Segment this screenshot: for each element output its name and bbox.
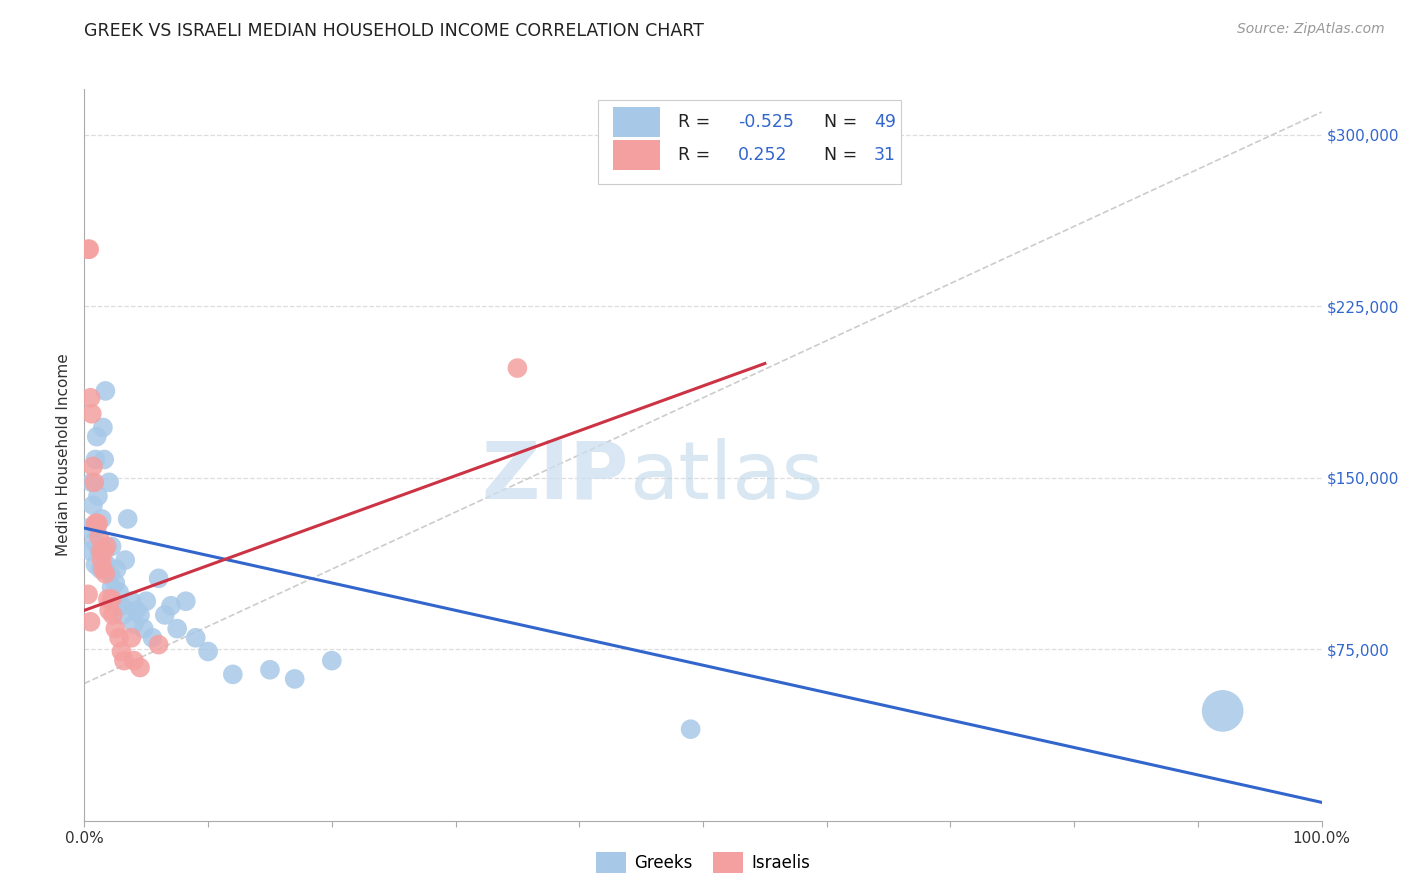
Point (93, 544, 115, 558)
Point (129, 660, 152, 674)
Point (122, 617, 145, 632)
Point (87, 489, 110, 503)
Point (104, 576, 127, 591)
Point (174, 594, 197, 608)
Point (94, 384, 117, 398)
Text: 31: 31 (873, 146, 896, 164)
Point (110, 644, 132, 658)
Point (93, 452, 115, 467)
Text: atlas: atlas (628, 438, 823, 516)
Point (79, 391, 101, 405)
Point (80, 407, 103, 421)
Point (97, 591, 120, 606)
Point (166, 622, 188, 636)
Point (96, 558, 118, 572)
Point (108, 585, 131, 599)
Point (197, 644, 219, 658)
Point (84, 558, 107, 572)
Point (129, 607, 152, 622)
Text: R =: R = (678, 113, 716, 131)
Point (1212, 704, 1234, 718)
Legend: Greeks, Israelis: Greeks, Israelis (589, 846, 817, 880)
Point (89, 544, 111, 558)
Point (141, 631, 163, 645)
Point (91, 562, 114, 576)
Point (148, 638, 170, 652)
Point (111, 607, 134, 622)
Point (79, 242, 101, 256)
Text: GREEK VS ISRAELI MEDIAN HOUSEHOLD INCOME CORRELATION CHART: GREEK VS ISRAELI MEDIAN HOUSEHOLD INCOME… (84, 22, 704, 40)
Point (122, 654, 145, 668)
FancyBboxPatch shape (613, 108, 659, 136)
Text: -0.525: -0.525 (738, 113, 793, 131)
Text: R =: R = (678, 146, 716, 164)
Point (110, 599, 132, 613)
Point (98, 566, 121, 581)
Point (84, 516, 107, 531)
Point (86, 429, 108, 443)
Point (105, 562, 128, 576)
Point (284, 672, 307, 686)
Point (87, 516, 110, 531)
Point (120, 594, 142, 608)
Point (90, 553, 112, 567)
Point (132, 622, 155, 636)
Point (96, 539, 118, 553)
Point (82, 459, 104, 474)
Point (135, 594, 157, 608)
Point (112, 654, 135, 668)
FancyBboxPatch shape (598, 100, 901, 185)
Point (94, 566, 117, 581)
Point (100, 581, 122, 595)
Point (108, 631, 131, 645)
Point (679, 723, 702, 737)
Point (89, 530, 111, 544)
Point (101, 607, 124, 622)
Point (101, 594, 124, 608)
Point (84, 452, 107, 467)
Point (117, 512, 139, 526)
Point (79, 544, 101, 558)
Text: 0.252: 0.252 (738, 146, 787, 164)
Point (82, 498, 104, 512)
Point (86, 516, 108, 531)
Point (100, 591, 122, 606)
Point (222, 667, 245, 681)
Point (114, 553, 136, 567)
Point (125, 603, 148, 617)
Point (89, 562, 111, 576)
Point (77, 242, 100, 256)
Point (83, 534, 105, 549)
Point (83, 475, 105, 490)
Point (148, 571, 170, 585)
Point (98, 475, 121, 490)
Point (86, 521, 108, 535)
Point (160, 599, 183, 613)
Point (259, 663, 281, 677)
Text: 49: 49 (873, 113, 896, 131)
Text: ZIP: ZIP (481, 438, 628, 516)
Text: N =: N = (824, 146, 863, 164)
Point (89, 544, 111, 558)
Point (77, 587, 100, 601)
Point (79, 615, 101, 629)
FancyBboxPatch shape (613, 140, 659, 169)
Point (80, 475, 103, 490)
Point (98, 603, 121, 617)
Point (120, 631, 142, 645)
Text: N =: N = (824, 113, 863, 131)
Point (91, 420, 114, 434)
Point (77, 521, 100, 535)
Point (153, 607, 176, 622)
Point (184, 631, 207, 645)
Point (104, 622, 127, 636)
Point (321, 654, 343, 668)
Point (100, 539, 122, 553)
Point (90, 512, 112, 526)
Text: Source: ZipAtlas.com: Source: ZipAtlas.com (1237, 22, 1385, 37)
Point (506, 361, 529, 376)
Y-axis label: Median Household Income: Median Household Income (56, 353, 72, 557)
